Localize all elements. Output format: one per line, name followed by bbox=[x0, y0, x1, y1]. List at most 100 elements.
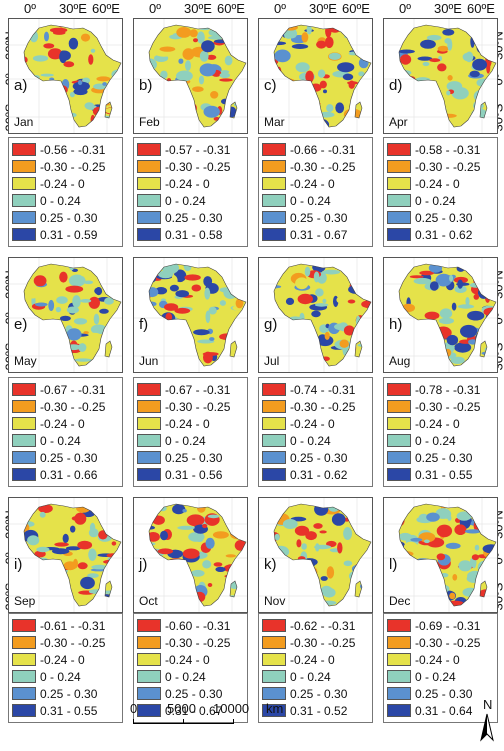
index-patch bbox=[409, 595, 423, 602]
index-patch bbox=[223, 595, 242, 606]
index-patch bbox=[314, 303, 329, 307]
index-patch bbox=[357, 284, 363, 289]
legend-label: 0 - 0.24 bbox=[40, 433, 81, 448]
legend-swatch bbox=[387, 653, 411, 666]
coastline bbox=[23, 24, 122, 128]
index-patch bbox=[149, 513, 158, 518]
index-patch bbox=[175, 290, 189, 298]
index-patch bbox=[109, 85, 120, 97]
legend-label: 0.25 - 0.30 bbox=[415, 210, 473, 225]
index-patch bbox=[199, 504, 206, 511]
index-patch bbox=[403, 541, 418, 552]
legend-item: -0.24 - 0 bbox=[9, 175, 85, 192]
legend-item: 0.31 - 0.58 bbox=[134, 226, 222, 243]
index-patch bbox=[290, 330, 304, 336]
index-patch bbox=[487, 25, 496, 31]
index-patch bbox=[294, 525, 310, 536]
index-patch bbox=[304, 266, 311, 277]
index-patch bbox=[399, 568, 407, 579]
legend-sep: -0.61 - -0.31 -0.30 - -0.25 -0.24 - 0 0 - 0… bbox=[8, 613, 123, 723]
index-patch bbox=[294, 587, 308, 599]
index-patch bbox=[80, 299, 92, 303]
index-patch bbox=[325, 25, 332, 38]
month-label: Feb bbox=[139, 115, 160, 129]
month-label: Sep bbox=[14, 594, 36, 608]
index-patch bbox=[112, 507, 121, 513]
index-patch bbox=[436, 553, 446, 561]
africa-map bbox=[9, 258, 122, 372]
africa-map bbox=[259, 258, 372, 372]
legend-item: -0.57 - -0.31 bbox=[134, 141, 230, 158]
index-patch bbox=[474, 544, 480, 551]
index-patch bbox=[295, 62, 310, 73]
legend-swatch bbox=[12, 194, 36, 207]
legend-label: 0.31 - 0.52 bbox=[290, 703, 348, 718]
index-patch bbox=[94, 25, 104, 33]
index-patch bbox=[233, 103, 241, 107]
legend-item: 0.31 - 0.62 bbox=[384, 226, 472, 243]
index-patch bbox=[413, 347, 420, 353]
index-patch bbox=[464, 529, 481, 534]
index-patch bbox=[410, 537, 423, 542]
index-patch bbox=[99, 119, 111, 126]
index-patch bbox=[407, 88, 424, 97]
legend-item: 0 - 0.24 bbox=[134, 432, 206, 449]
legend-label: 0 - 0.24 bbox=[290, 193, 331, 208]
index-patch bbox=[471, 554, 479, 561]
month-label: Jan bbox=[14, 115, 34, 129]
legend-swatch bbox=[137, 687, 161, 700]
index-patch bbox=[420, 39, 436, 49]
index-patch bbox=[88, 528, 99, 538]
index-patch bbox=[212, 531, 229, 539]
index-patch bbox=[305, 531, 317, 541]
longitude-tick-label: 60ºE bbox=[217, 1, 245, 16]
index-patch bbox=[197, 25, 212, 31]
index-patch bbox=[446, 81, 463, 92]
month-label: Jul bbox=[264, 354, 280, 368]
index-patch bbox=[149, 25, 156, 34]
index-patch bbox=[149, 58, 157, 71]
index-patch bbox=[174, 307, 191, 314]
index-patch bbox=[161, 122, 172, 127]
index-patch bbox=[35, 302, 48, 307]
index-patch bbox=[24, 56, 28, 64]
legend-item: -0.67 - -0.31 bbox=[134, 381, 230, 398]
legend-label: 0.31 - 0.56 bbox=[165, 467, 223, 482]
index-patch bbox=[227, 576, 244, 589]
index-patch bbox=[27, 535, 40, 546]
index-patch bbox=[432, 350, 449, 364]
legend-item: 0.25 - 0.30 bbox=[259, 209, 347, 226]
index-patch bbox=[458, 560, 472, 572]
index-patch bbox=[182, 280, 188, 287]
index-patch bbox=[367, 527, 371, 538]
index-patch bbox=[186, 514, 205, 527]
legend-item: 0.31 - 0.56 bbox=[134, 466, 222, 483]
index-patch bbox=[34, 557, 51, 569]
index-patch bbox=[207, 583, 213, 587]
legend-label: 0 - 0.24 bbox=[40, 193, 81, 208]
index-patch bbox=[413, 277, 432, 285]
index-patch bbox=[324, 331, 330, 340]
legend-swatch bbox=[262, 228, 286, 241]
legend-swatch bbox=[137, 670, 161, 683]
index-patch bbox=[417, 56, 433, 61]
index-patch bbox=[113, 79, 121, 86]
legend-label: -0.30 - -0.25 bbox=[415, 159, 481, 174]
index-patch bbox=[312, 118, 330, 127]
index-patch bbox=[486, 61, 491, 74]
legend-swatch bbox=[262, 619, 286, 632]
index-patch bbox=[437, 45, 449, 52]
legend-label: -0.30 - -0.25 bbox=[165, 399, 231, 414]
index-patch bbox=[52, 107, 62, 112]
longitude-tick-label: 60ºE bbox=[342, 1, 370, 16]
index-patch bbox=[202, 560, 212, 569]
legend-swatch bbox=[387, 670, 411, 683]
legend-item: -0.30 - -0.25 bbox=[134, 398, 230, 415]
index-patch bbox=[50, 84, 68, 95]
index-patch bbox=[117, 535, 121, 541]
coastline bbox=[148, 263, 247, 367]
index-patch bbox=[359, 504, 371, 509]
index-patch bbox=[429, 58, 441, 63]
index-patch bbox=[476, 78, 490, 87]
scale-bar-unit: km bbox=[266, 701, 284, 716]
